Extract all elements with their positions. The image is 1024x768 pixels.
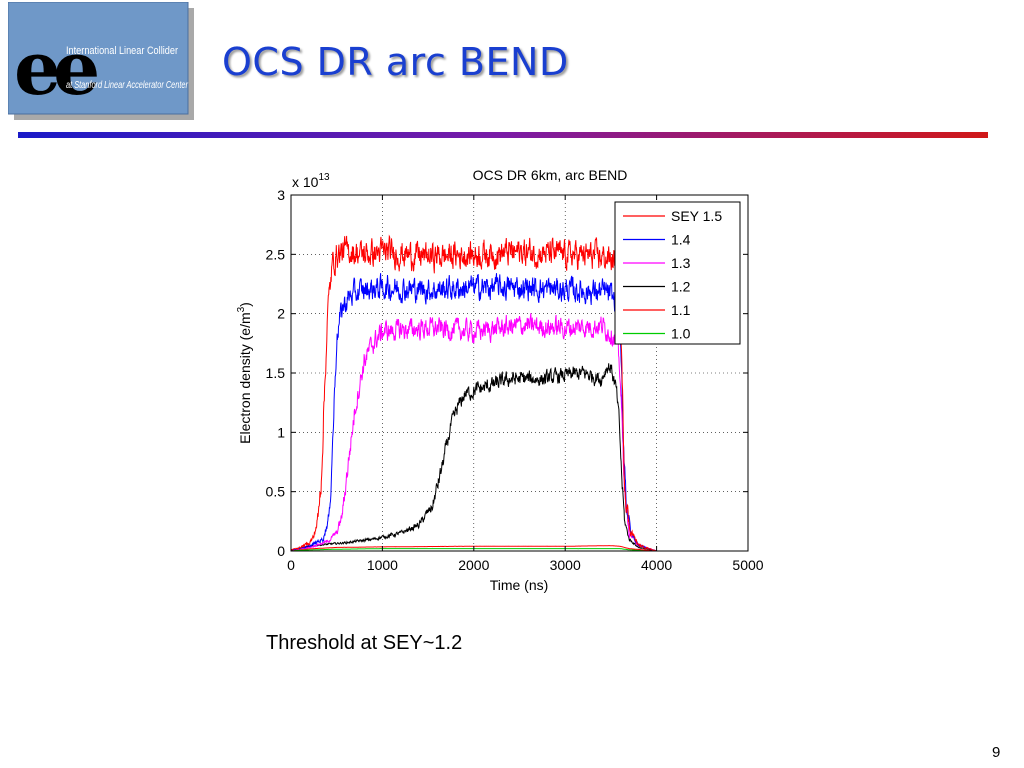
x-tick-label: 3000: [550, 557, 581, 573]
y-tick-label: 2.5: [266, 246, 286, 262]
legend-label: 1.0: [671, 326, 691, 342]
x-tick-label: 5000: [732, 557, 763, 573]
series-line: [291, 273, 657, 552]
chart-title: OCS DR 6km, arc BEND: [473, 167, 628, 183]
legend-label: 1.3: [671, 255, 691, 271]
y-axis-label: Electron density (e/m3): [236, 302, 253, 444]
slide-caption: Threshold at SEY~1.2: [266, 632, 463, 654]
legend-box: [614, 201, 741, 345]
slide-title: OCS DR arc BEND: [222, 40, 569, 84]
y-tick-label: 1: [277, 424, 285, 440]
y-tick-label: 0.5: [266, 484, 286, 500]
y-tick-label: 2: [277, 306, 285, 322]
x-tick-label: 4000: [641, 557, 672, 573]
x-tick-label: 2000: [458, 557, 489, 573]
y-tick-label: 1.5: [266, 365, 286, 381]
y-axis-label-end: ): [237, 302, 253, 307]
legend-label: SEY 1.5: [671, 208, 722, 224]
y-axis-label-main: Electron density (e/m: [237, 312, 253, 444]
title-rule: [18, 132, 988, 138]
y-axis-label-sup: 3: [236, 306, 247, 312]
y-tick-label: 0: [277, 543, 285, 559]
logo-line1: International Linear Collider: [66, 45, 178, 57]
series-line: [291, 363, 657, 552]
x-tick-label: 1000: [367, 557, 398, 573]
series-line: [291, 234, 657, 552]
legend-label: 1.1: [671, 302, 691, 318]
ilc-logo: ee International Linear Collider at Stan…: [8, 2, 194, 120]
electron-density-chart: 0 1000 2000 3000 4000 5000 0 0.5 1 1.5 2 2.5 3 OCS D…: [236, 167, 764, 593]
x-tick-label: 0: [287, 557, 295, 573]
legend-label: 1.4: [671, 232, 691, 248]
page-number: 9: [992, 744, 1001, 761]
y-multiplier-exponent: 13: [318, 172, 330, 183]
y-multiplier: x 1013: [292, 172, 330, 190]
legend-label: 1.2: [671, 279, 691, 295]
axis-ticks: 0 1000 2000 3000 4000 5000 0 0.5 1 1.5 2 2.5 3: [266, 187, 764, 573]
logo-mark: ee: [14, 26, 97, 112]
series-line: [290, 313, 657, 552]
legend: SEY 1.5 1.4 1.3 1.2 1.1 1.0: [614, 201, 741, 345]
logo-panel: [8, 2, 189, 115]
logo-line2: at Stanford Linear Accelerator Center: [66, 80, 188, 91]
y-multiplier-base: x 10: [292, 174, 319, 190]
x-axis-label: Time (ns): [490, 577, 549, 593]
y-tick-label: 3: [277, 187, 285, 203]
